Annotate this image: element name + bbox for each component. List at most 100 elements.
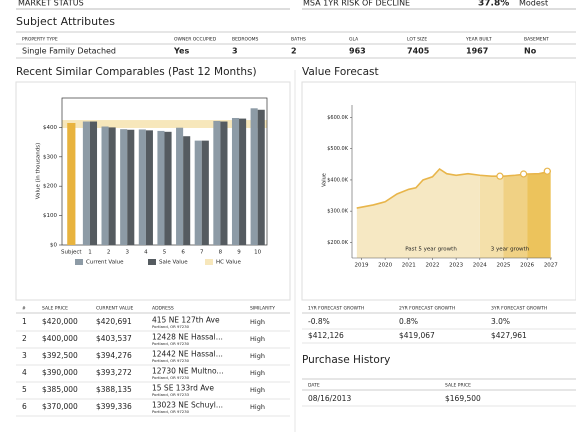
value: 37.8% — [478, 0, 509, 9]
table-cell: 2 — [291, 47, 297, 56]
table-cell: $427,961 — [491, 331, 527, 340]
bar — [164, 131, 172, 245]
table-header: CURRENT VALUE — [96, 306, 134, 312]
table-header: DATE — [308, 383, 320, 389]
legend-label: Sale Value — [159, 260, 188, 266]
table-cell: 415 NE 127th Ave — [152, 316, 220, 325]
legend-swatch — [205, 259, 213, 265]
table-cell: High — [250, 369, 265, 377]
legend-label: HC Value — [216, 260, 241, 266]
table-header: LOT SIZE — [407, 37, 427, 43]
table-header: # — [22, 306, 26, 312]
x-tick-label: 2021 — [402, 263, 416, 269]
table-subcell: Portland, OR 97230 — [152, 324, 190, 329]
table-cell: High — [250, 335, 265, 343]
table-subcell: Portland, OR 97230 — [152, 409, 190, 414]
x-tick-label: 2019 — [354, 263, 368, 269]
area-region — [479, 175, 504, 258]
section-title: Purchase History — [302, 354, 390, 366]
x-tick-label: 2024 — [473, 263, 487, 269]
area-region — [356, 169, 480, 258]
table-subcell: Portland, OR 97230 — [152, 375, 190, 380]
table-subcell: Portland, OR 97230 — [152, 358, 190, 363]
table-cell: 1967 — [466, 47, 488, 56]
area-region — [503, 174, 528, 258]
annotation: 3 year growth — [491, 247, 530, 253]
legend-label: Current Value — [86, 260, 124, 266]
table-cell: $393,272 — [96, 368, 132, 377]
value: Modest — [519, 0, 548, 8]
y-tick-label: $600.0K — [327, 115, 348, 121]
marker — [543, 167, 551, 175]
panel — [301, 81, 576, 301]
x-tick-label: 1 — [88, 250, 92, 256]
table-subcell: Portland, OR 97233 — [152, 392, 190, 397]
bar — [157, 130, 165, 245]
table-header: OWNER OCCUPIED — [174, 37, 217, 43]
x-tick-label: 3 — [125, 250, 129, 256]
table-subcell: Portland, OR 97230 — [152, 341, 190, 346]
table-header: ADDRESS — [152, 306, 174, 312]
table-cell: $388,135 — [96, 385, 132, 394]
legend-swatch — [75, 259, 83, 265]
line — [356, 167, 551, 209]
x-tick-label: 5 — [163, 250, 167, 256]
x-tick-label: 4 — [144, 250, 148, 256]
table-cell: $394,276 — [96, 351, 132, 360]
legend-swatch — [148, 259, 156, 265]
table-header: SALE PRICE — [42, 306, 68, 312]
table-cell: $370,000 — [42, 402, 78, 411]
bar — [231, 117, 240, 245]
y-tick-label: $0 — [50, 243, 57, 249]
table-cell: 0.8% — [399, 317, 418, 326]
bar — [127, 129, 135, 245]
table-header: 2YR FORECAST GROWTH — [399, 306, 455, 312]
table-cell: 1 — [22, 317, 27, 326]
table-cell: 15 SE 133rd Ave — [152, 384, 214, 393]
table-header: BEDROOMS — [232, 37, 258, 43]
label: MSA 1YR RISK OF DECLINE — [303, 0, 410, 8]
table-cell: High — [250, 403, 265, 411]
table-cell: $403,537 — [96, 334, 132, 343]
y-tick-label: $300 — [43, 154, 57, 160]
table-cell: 5 — [22, 385, 27, 394]
section-title: Value Forecast — [302, 66, 379, 78]
bar — [201, 140, 209, 245]
y-tick-label: $400 — [43, 125, 57, 131]
y-tick-label: $200 — [43, 184, 57, 190]
table-cell: Single Family Detached — [22, 47, 116, 56]
table-cell: High — [250, 352, 265, 360]
x-tick-label: 2 — [107, 250, 111, 256]
table-header: YEAR BUILT — [465, 37, 492, 43]
bar — [194, 140, 202, 245]
x-tick-label: 2020 — [378, 263, 392, 269]
table-cell: $392,500 — [42, 351, 78, 360]
marker — [496, 172, 504, 180]
table-header: GLA — [349, 37, 359, 43]
x-tick-label: 2026 — [520, 263, 534, 269]
table-cell: $419,067 — [399, 331, 435, 340]
bar — [138, 129, 146, 245]
table-cell: $399,336 — [96, 402, 132, 411]
label: MARKET STATUS — [18, 0, 84, 8]
bar — [82, 121, 90, 245]
table-cell: High — [250, 386, 265, 394]
table-header: SIMILARITY — [250, 306, 275, 312]
bar — [145, 130, 153, 245]
x-tick-label: 2023 — [449, 263, 463, 269]
table-cell: No — [524, 47, 537, 56]
section-title: Subject Attributes — [16, 15, 115, 28]
table-cell: 7405 — [407, 47, 430, 56]
annotation: Past 5 year growth — [405, 247, 457, 253]
table-cell: 3.0% — [491, 317, 510, 326]
table-cell: 12442 NE Hassal... — [152, 350, 223, 359]
section-title: Recent Similar Comparables (Past 12 Mont… — [16, 66, 257, 78]
bar — [108, 127, 116, 245]
x-tick-label: 6 — [181, 250, 185, 256]
bar — [89, 121, 98, 245]
y-tick-label: $400.0K — [327, 177, 348, 183]
table-cell: 12428 NE Hassal... — [152, 333, 223, 342]
bar — [220, 121, 228, 245]
